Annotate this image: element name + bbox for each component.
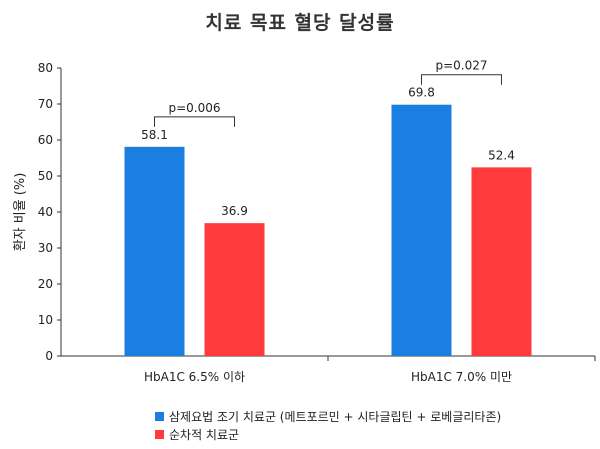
y-tick-label: 10 xyxy=(38,313,53,327)
legend-item-series-1: 삼제요법 조기 치료군 (메트포르민 + 시타글립틴 + 로베글리타존) xyxy=(155,407,501,425)
y-tick-label: 40 xyxy=(38,205,53,219)
y-tick-label: 0 xyxy=(45,349,53,363)
axes: 0 10 20 30 40 50 60 70 80 환자 비율 (%) xyxy=(13,61,596,363)
significance-label-1: p=0.006 xyxy=(168,101,220,115)
y-tick-label: 50 xyxy=(38,169,53,183)
data-label-1-series-2: 36.9 xyxy=(221,204,248,218)
bars xyxy=(124,104,532,356)
y-tick-label: 80 xyxy=(38,61,53,75)
significance-bracket-2 xyxy=(421,74,502,85)
data-label-2-series-2: 52.4 xyxy=(488,148,515,162)
x-tick-label-2: HbA1C 7.0% 미만 xyxy=(411,370,512,384)
bar-1-series-2 xyxy=(204,223,265,356)
bar-1-series-1 xyxy=(124,146,185,356)
x-tick-label-1: HbA1C 6.5% 이하 xyxy=(144,370,245,384)
chart-title: 치료 목표 혈당 달성률 xyxy=(205,12,395,34)
y-tick-label: 20 xyxy=(38,277,53,291)
labels: 58.1 36.9 HbA1C 6.5% 이하 p=0.006 69.8 52.4 HbA1… xyxy=(141,59,515,384)
legend-swatch-series-2 xyxy=(155,429,164,439)
legend-swatch-series-1 xyxy=(155,411,164,421)
data-label-2-series-1: 69.8 xyxy=(408,86,435,100)
legend: 삼제요법 조기 치료군 (메트포르민 + 시타글립틴 + 로베글리타존) 순차적… xyxy=(155,407,501,443)
legend-label-series-2: 순차적 치료군 xyxy=(169,427,240,442)
y-tick-label: 70 xyxy=(38,97,53,111)
y-axis-label: 환자 비율 (%) xyxy=(13,173,28,252)
legend-item-series-2: 순차적 치료군 xyxy=(155,425,501,443)
data-label-1-series-1: 58.1 xyxy=(141,128,168,142)
bar-2-series-2 xyxy=(471,167,532,356)
significance-label-2: p=0.027 xyxy=(435,59,487,73)
y-tick-label: 60 xyxy=(38,133,53,147)
y-tick-label: 30 xyxy=(38,241,53,255)
legend-label-series-1: 삼제요법 조기 치료군 (메트포르민 + 시타글립틴 + 로베글리타존) xyxy=(169,409,502,424)
bar-2-series-1 xyxy=(391,104,452,356)
significance-bracket-1 xyxy=(154,116,235,127)
